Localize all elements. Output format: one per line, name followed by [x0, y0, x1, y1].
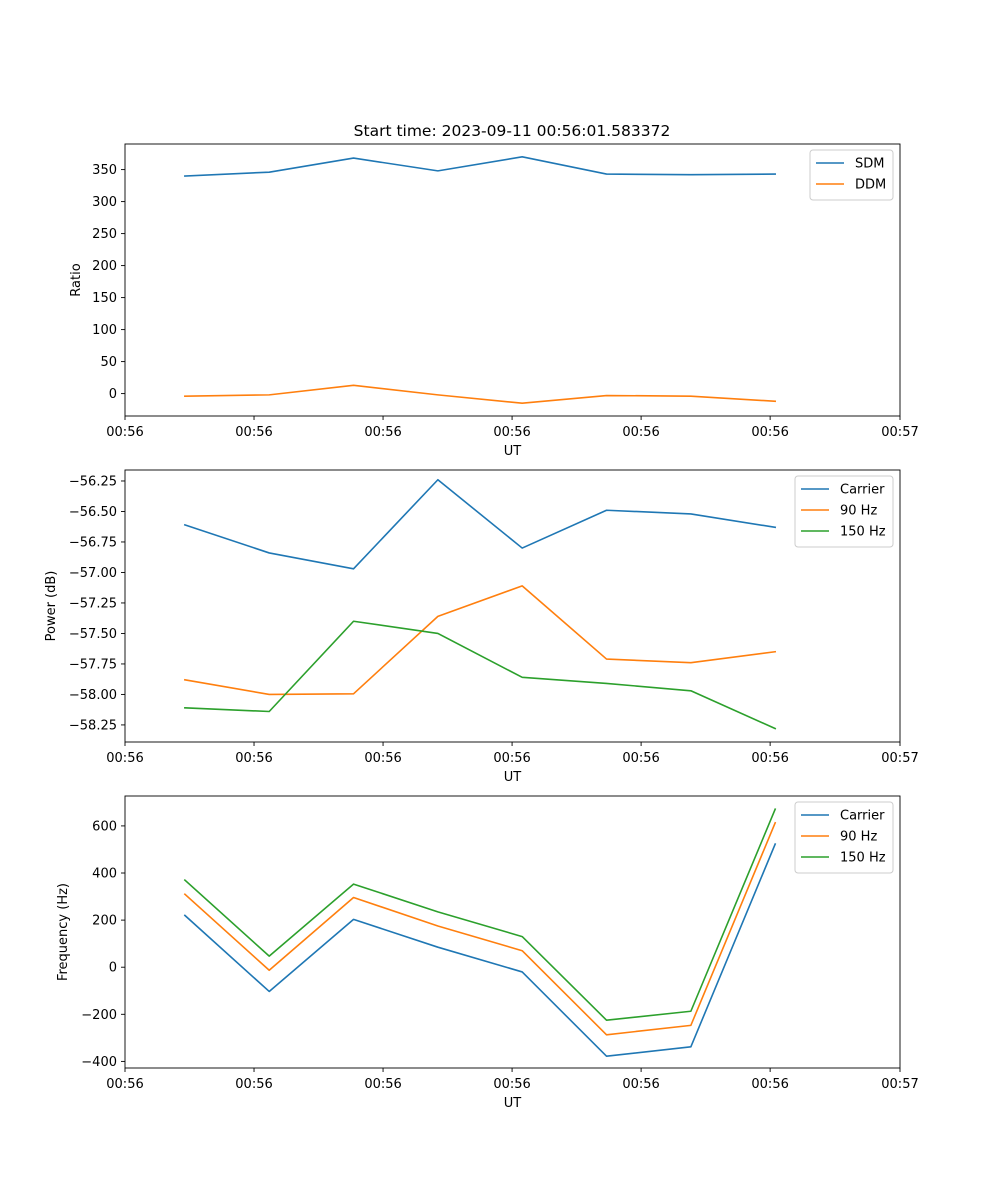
ratio-legend-label-ddm: DDM [855, 178, 886, 193]
ratio-series-ddm-line [184, 384, 777, 405]
power-legend: Carrier 90 Hz 150 Hz [794, 475, 894, 548]
frequency-x-tick-label: 00:56 [364, 1077, 401, 1092]
ratio-x-tick-label: 00:57 [881, 425, 918, 440]
frequency-legend: Carrier 90 Hz 150 Hz [794, 801, 894, 874]
ratio-y-tick-label: 50 [100, 355, 117, 370]
power-legend-label-90-hz: 90 Hz [840, 504, 877, 519]
ratio-x-tick-label: 00:56 [493, 425, 530, 440]
frequency-legend-box [794, 801, 894, 874]
frequency-x-tick-label: 00:56 [493, 1077, 530, 1092]
frequency-panel: 00:56 00:56 00:56 00:56 00:56 00:56 00:57 −400 −… [56, 795, 919, 1111]
figure-title: Start time: 2023-09-11 00:56:01.583372 [354, 122, 671, 140]
power-x-tick-label: 00:56 [106, 751, 143, 766]
power-series-carrier-line [183, 478, 777, 570]
ratio-x-tick-label: 00:56 [622, 425, 659, 440]
frequency-y-tick-label: −200 [81, 1008, 117, 1023]
ratio-legend-label-sdm: SDM [855, 157, 884, 172]
ratio-y-tick-label: 300 [92, 195, 117, 210]
power-panel: 00:56 00:56 00:56 00:56 00:56 00:56 00:57 −58.2… [44, 469, 919, 785]
power-y-tick-label: −57.75 [69, 657, 117, 672]
power-series-150-hz-line [184, 620, 777, 730]
ratio-x-axis-label: UT [504, 444, 522, 459]
frequency-series-150-hz-line [183, 808, 777, 1021]
frequency-x-tick-label: 00:57 [881, 1077, 918, 1092]
ratio-y-tick-label: 0 [109, 387, 117, 402]
ratio-y-tick-label: 100 [92, 323, 117, 338]
frequency-x-tick-label: 00:56 [106, 1077, 143, 1092]
frequency-y-tick-label: 200 [92, 914, 117, 929]
frequency-y-tick-label: 0 [109, 961, 117, 976]
ratio-panel: 00:56 00:56 00:56 00:56 00:56 00:56 00:57 0 50 10… [69, 143, 919, 459]
ratio-x-tick-label: 00:56 [106, 425, 143, 440]
ratio-x-tick-label: 00:56 [235, 425, 272, 440]
power-x-tick-label: 00:56 [622, 751, 659, 766]
ratio-legend: SDM DDM [809, 149, 894, 201]
power-y-tick-label: −57.00 [69, 566, 117, 581]
frequency-y-axis-label: Frequency (Hz) [56, 883, 71, 981]
power-y-tick-label: −58.25 [69, 718, 117, 733]
power-y-tick-label: −56.25 [69, 474, 117, 489]
ratio-x-tick-label: 00:56 [364, 425, 401, 440]
power-x-tick-label: 00:56 [493, 751, 530, 766]
power-y-tick-label: −58.00 [69, 688, 117, 703]
power-y-tick-label: −57.25 [69, 596, 117, 611]
frequency-legend-label-90-hz: 90 Hz [840, 830, 877, 845]
frequency-x-axis-label: UT [504, 1096, 522, 1111]
power-y-axis-label: Power (dB) [44, 571, 59, 642]
ratio-y-tick-label: 250 [92, 227, 117, 242]
frequency-series-90-hz-line [183, 821, 777, 1036]
ratio-y-tick-label: 150 [92, 291, 117, 306]
power-x-tick-label: 00:57 [881, 751, 918, 766]
power-series-90-hz-line [183, 585, 777, 696]
frequency-series-carrier-line [183, 842, 777, 1058]
power-legend-label-150-hz: 150 Hz [840, 525, 886, 540]
frequency-x-tick-label: 00:56 [751, 1077, 788, 1092]
power-y-tick-label: −56.75 [69, 535, 117, 550]
power-y-tick-label: −57.50 [69, 627, 117, 642]
ratio-y-tick-label: 350 [92, 163, 117, 178]
frequency-legend-label-carrier: Carrier [840, 809, 885, 824]
power-y-tick-label: −56.50 [69, 505, 117, 520]
frequency-x-tick-label: 00:56 [622, 1077, 659, 1092]
frequency-y-tick-label: 600 [92, 819, 117, 834]
ratio-x-tick-label: 00:56 [751, 425, 788, 440]
power-x-tick-label: 00:56 [364, 751, 401, 766]
frequency-y-tick-label: −400 [81, 1055, 117, 1070]
power-x-tick-label: 00:56 [751, 751, 788, 766]
frequency-x-tick-label: 00:56 [235, 1077, 272, 1092]
frequency-legend-label-150-hz: 150 Hz [840, 851, 886, 866]
power-x-axis-label: UT [504, 770, 522, 785]
power-x-tick-label: 00:56 [235, 751, 272, 766]
ratio-series-sdm-line [184, 156, 776, 177]
ratio-y-tick-label: 200 [92, 259, 117, 274]
frequency-y-tick-label: 400 [92, 867, 117, 882]
ratio-y-axis-label: Ratio [69, 263, 84, 296]
power-legend-box [794, 475, 894, 548]
power-legend-label-carrier: Carrier [840, 483, 885, 498]
